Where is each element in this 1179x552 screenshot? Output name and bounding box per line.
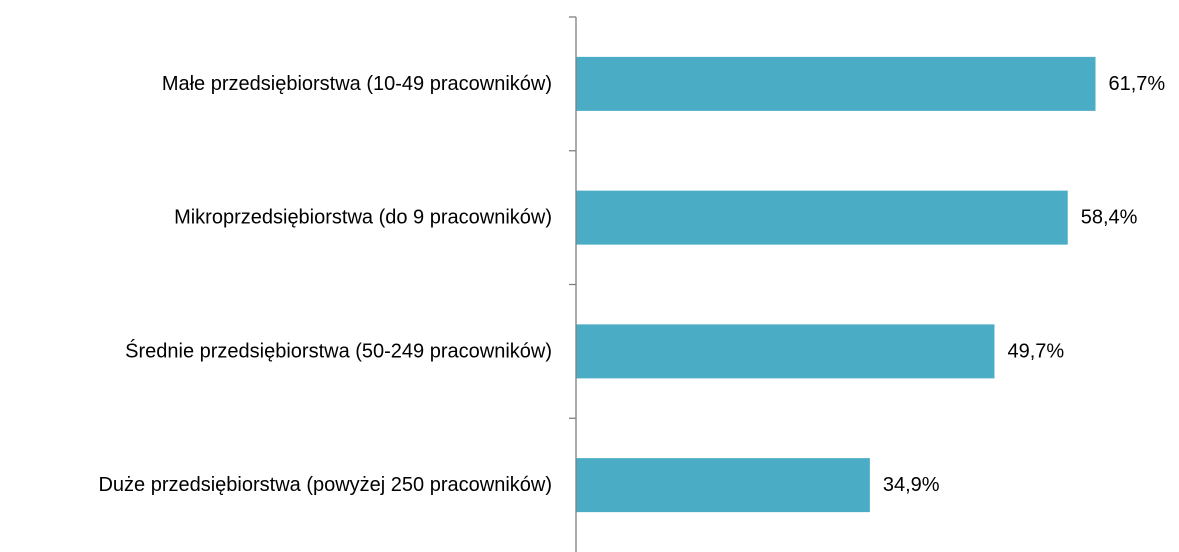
category-axis [569, 16, 577, 552]
bar [576, 324, 995, 379]
data-label: 61,7% [1109, 73, 1166, 95]
data-label: 34,9% [883, 474, 940, 496]
category-label: Małe przedsiębiorstwa (10-49 pracowników… [162, 73, 552, 95]
bar [576, 56, 1096, 111]
data-label: 58,4% [1081, 207, 1138, 229]
category-label: Średnie przedsiębiorstwa (50-249 pracown… [125, 338, 552, 362]
data-label: 49,7% [1007, 340, 1064, 362]
bar [576, 190, 1068, 245]
bar [576, 458, 870, 513]
category-label: Mikroprzedsiębiorstwa (do 9 pracowników) [174, 207, 552, 229]
category-label: Duże przedsiębiorstwa (powyżej 250 praco… [98, 474, 552, 496]
bars-layer [576, 56, 1096, 513]
labels-layer: Małe przedsiębiorstwa (10-49 pracowników… [98, 73, 1165, 496]
